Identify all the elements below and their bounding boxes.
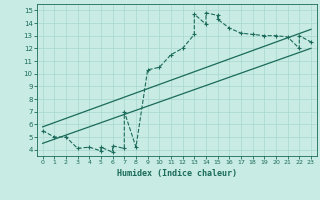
X-axis label: Humidex (Indice chaleur): Humidex (Indice chaleur) xyxy=(117,169,237,178)
